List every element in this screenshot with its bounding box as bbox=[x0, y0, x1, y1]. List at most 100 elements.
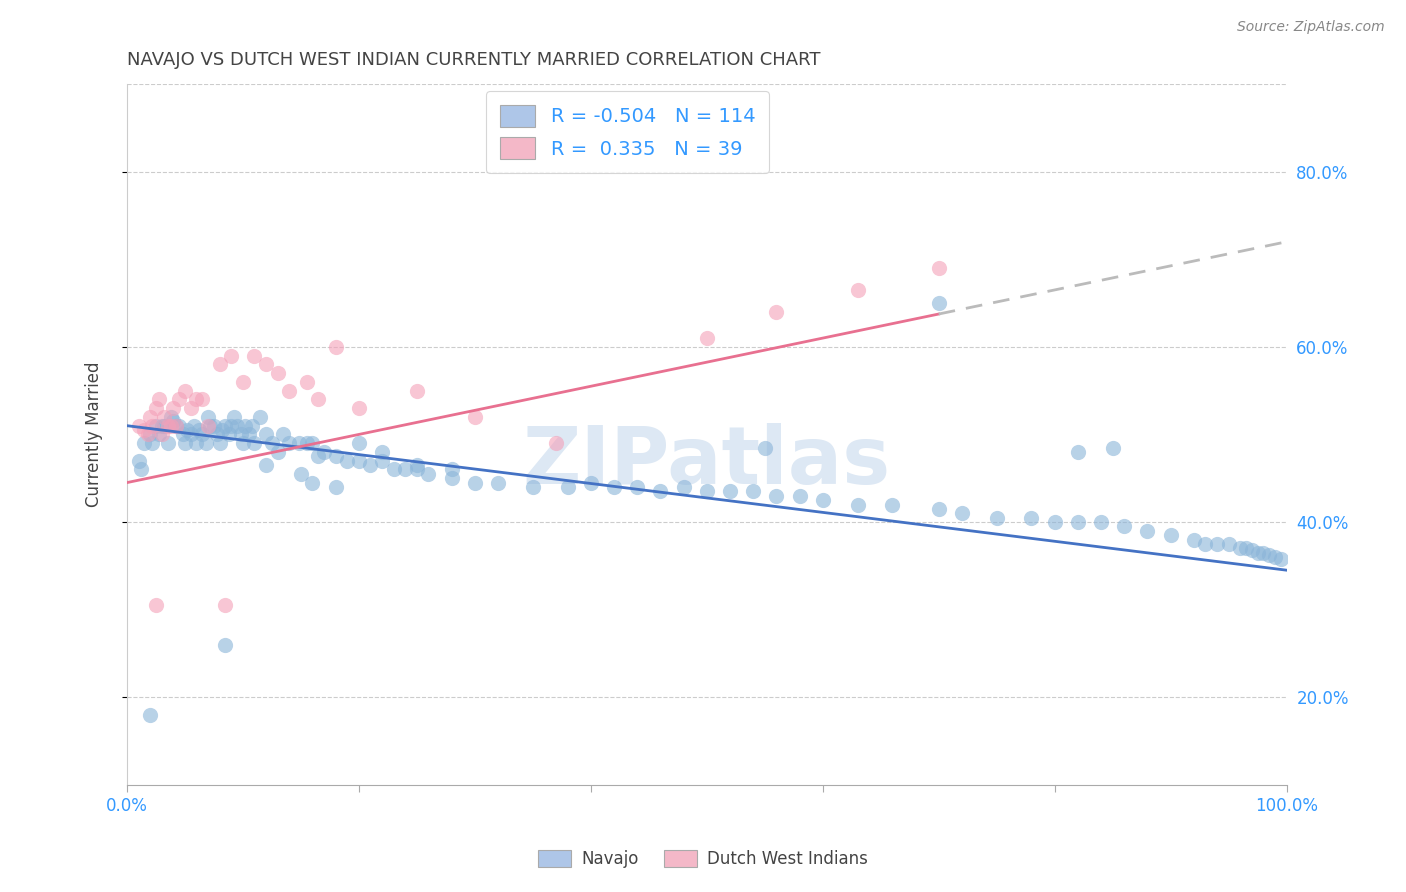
Point bbox=[347, 401, 370, 416]
Point bbox=[1090, 515, 1112, 529]
Point bbox=[359, 458, 381, 472]
Point bbox=[347, 453, 370, 467]
Point bbox=[174, 384, 197, 398]
Point bbox=[160, 409, 183, 424]
Point bbox=[186, 392, 208, 407]
Point bbox=[183, 418, 205, 433]
Point bbox=[187, 423, 209, 437]
Point bbox=[180, 401, 202, 416]
Point bbox=[464, 475, 486, 490]
Point bbox=[128, 418, 150, 433]
Point bbox=[240, 418, 263, 433]
Point bbox=[141, 436, 163, 450]
Point bbox=[150, 427, 173, 442]
Point bbox=[214, 418, 236, 433]
Point bbox=[218, 427, 240, 442]
Point bbox=[148, 392, 170, 407]
Point bbox=[1160, 528, 1182, 542]
Point bbox=[1218, 537, 1240, 551]
Point bbox=[765, 489, 787, 503]
Point bbox=[1067, 445, 1090, 459]
Point bbox=[148, 427, 170, 442]
Point bbox=[219, 418, 242, 433]
Point bbox=[1234, 541, 1257, 556]
Point bbox=[696, 331, 718, 345]
Point bbox=[191, 427, 214, 442]
Point bbox=[139, 427, 162, 442]
Point bbox=[156, 418, 179, 433]
Point bbox=[273, 427, 295, 442]
Point bbox=[139, 409, 162, 424]
Point bbox=[789, 489, 811, 503]
Point bbox=[846, 498, 869, 512]
Point bbox=[1258, 549, 1281, 563]
Point bbox=[371, 453, 394, 467]
Point bbox=[418, 467, 440, 481]
Text: ZIPatlas: ZIPatlas bbox=[523, 424, 891, 501]
Point bbox=[278, 384, 301, 398]
Point bbox=[1021, 510, 1043, 524]
Point bbox=[162, 414, 184, 428]
Point bbox=[1270, 551, 1292, 566]
Point bbox=[180, 427, 202, 442]
Point bbox=[211, 423, 233, 437]
Point bbox=[440, 462, 463, 476]
Point bbox=[134, 436, 156, 450]
Point bbox=[672, 480, 695, 494]
Point bbox=[214, 598, 236, 612]
Point bbox=[153, 418, 176, 433]
Point bbox=[1246, 546, 1268, 560]
Text: Source: ZipAtlas.com: Source: ZipAtlas.com bbox=[1237, 20, 1385, 34]
Point bbox=[650, 484, 672, 499]
Point bbox=[129, 462, 152, 476]
Point bbox=[145, 418, 167, 433]
Point bbox=[238, 427, 260, 442]
Point bbox=[176, 423, 198, 437]
Point bbox=[557, 480, 579, 494]
Point bbox=[846, 283, 869, 297]
Point bbox=[405, 462, 427, 476]
Y-axis label: Currently Married: Currently Married bbox=[86, 361, 103, 508]
Point bbox=[156, 436, 179, 450]
Point bbox=[928, 296, 950, 310]
Point bbox=[986, 510, 1008, 524]
Point bbox=[249, 409, 271, 424]
Point bbox=[186, 436, 208, 450]
Point bbox=[222, 409, 245, 424]
Point bbox=[260, 436, 283, 450]
Point bbox=[141, 418, 163, 433]
Point bbox=[232, 375, 254, 389]
Point bbox=[371, 445, 394, 459]
Point bbox=[208, 436, 231, 450]
Point bbox=[336, 453, 359, 467]
Point bbox=[197, 409, 219, 424]
Point bbox=[1229, 541, 1251, 556]
Point bbox=[266, 445, 288, 459]
Point bbox=[287, 436, 309, 450]
Point bbox=[718, 484, 741, 499]
Point bbox=[290, 467, 312, 481]
Point bbox=[347, 436, 370, 450]
Point bbox=[1240, 543, 1263, 558]
Point bbox=[167, 392, 190, 407]
Point bbox=[325, 340, 347, 354]
Point bbox=[307, 392, 329, 407]
Point bbox=[165, 418, 187, 433]
Point bbox=[464, 409, 486, 424]
Point bbox=[742, 484, 765, 499]
Point bbox=[226, 418, 249, 433]
Point bbox=[579, 475, 602, 490]
Point bbox=[145, 598, 167, 612]
Point bbox=[440, 471, 463, 485]
Point bbox=[254, 458, 277, 472]
Point bbox=[243, 436, 266, 450]
Point bbox=[1101, 441, 1123, 455]
Point bbox=[229, 427, 252, 442]
Point bbox=[405, 458, 427, 472]
Point bbox=[191, 392, 214, 407]
Point bbox=[233, 418, 256, 433]
Point bbox=[394, 462, 416, 476]
Point bbox=[167, 418, 190, 433]
Point bbox=[197, 418, 219, 433]
Point bbox=[1114, 519, 1136, 533]
